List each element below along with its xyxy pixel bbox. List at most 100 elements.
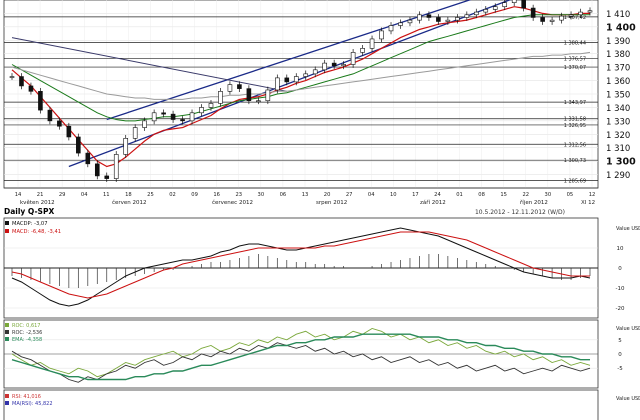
price-tick-label: 1 410: [606, 10, 630, 20]
candle-body: [549, 19, 555, 22]
level-label: 1 407,42: [564, 15, 586, 21]
candle-body: [161, 112, 166, 115]
level-label: 1 343,97: [564, 100, 586, 106]
candle-body: [417, 14, 422, 21]
price-levels: 1 407,42 1 388,44 1 376,57 1 370,07 1 343,97…: [4, 15, 598, 184]
candle-body: [208, 103, 214, 108]
candle-body: [246, 88, 252, 102]
day-tick-label: 14: [15, 192, 22, 198]
candle-body: [256, 100, 261, 103]
candle-body: [142, 120, 147, 128]
legend-swatch: [5, 394, 9, 398]
roc-tick-label: 0: [618, 352, 622, 358]
price-tick-label: 1 320: [606, 131, 630, 141]
candle-body: [38, 91, 43, 111]
roc-tick-label: -5: [617, 366, 623, 372]
roc_b-line: [11, 342, 591, 383]
candle-body: [57, 120, 62, 127]
chart-title: Daily Q-SPX: [4, 207, 54, 216]
legend-label: RSI: 41,016: [12, 394, 41, 400]
level-label: 1 312,56: [564, 142, 586, 148]
macd-tick-label: -10: [616, 286, 625, 292]
day-tick-label: 09: [191, 192, 198, 198]
candle-body: [530, 7, 536, 18]
legend-swatch: [5, 337, 9, 341]
legend-label: EMA: -4,358: [12, 337, 42, 343]
candle-body: [47, 109, 53, 122]
legend-swatch: [5, 229, 9, 233]
day-tick-label: 05: [567, 192, 574, 198]
month-label: květen 2012: [20, 199, 55, 206]
price-tick-label: 1 340: [606, 104, 630, 114]
ma_mid-line: [11, 14, 590, 122]
macd-tick-label: 10: [617, 246, 624, 252]
candle-body: [237, 84, 242, 89]
level-label: 1 370,07: [564, 65, 586, 71]
candle-body: [180, 119, 185, 122]
price-grid: [3, 0, 599, 189]
candle-body: [322, 62, 327, 71]
day-tick-label: 17: [412, 192, 419, 198]
candle-body: [388, 25, 394, 32]
level-label: 1 388,44: [564, 40, 586, 46]
roc_a-line: [11, 328, 591, 378]
candle-body: [350, 52, 356, 65]
candle-body: [189, 112, 195, 122]
macd-line: [11, 227, 591, 307]
day-tick-label: 24: [434, 192, 441, 198]
macd-tick-label: -20: [616, 306, 625, 312]
candle-body: [455, 17, 460, 21]
day-tick-label: 02: [169, 192, 176, 198]
level-label: 1 331,58: [564, 117, 586, 123]
trend-channel: [11, 0, 512, 168]
price-tick-label: 1 400: [606, 22, 636, 33]
macd-tick-label: 0: [618, 266, 622, 272]
month-label: červenec 2012: [212, 199, 253, 206]
ema-line: [11, 333, 590, 381]
candle-body: [76, 136, 81, 154]
candle-body: [464, 14, 470, 18]
roc-tick-label: 5: [618, 338, 622, 344]
day-tick-label: 18: [125, 192, 132, 198]
day-tick-label: 22: [522, 192, 529, 198]
candle-body: [568, 14, 574, 17]
candle-body: [132, 127, 138, 139]
level-label: 1 285,69: [564, 178, 586, 184]
day-tick-label: 29: [59, 192, 66, 198]
day-tick-label: 04: [81, 192, 88, 198]
legend-swatch: [5, 330, 9, 334]
ma_long-line: [11, 51, 591, 100]
date-range: 10.5.2012 - 12.11.2012 (W/D): [475, 209, 565, 216]
level-label: 1 300,73: [564, 158, 586, 164]
signal-line: [11, 231, 590, 299]
legend-swatch: [5, 221, 9, 225]
day-tick-label: 21: [37, 192, 44, 198]
legend-label: MACD: -6,48, -3,41: [12, 229, 61, 235]
price-tick-label: 1 390: [606, 37, 630, 47]
roc-axis-label: Value USD: [616, 326, 640, 332]
price-tick-label: 1 300: [606, 157, 636, 168]
candle-body: [284, 77, 290, 83]
day-tick-label: 06: [280, 192, 287, 198]
legend-label: ROC: 0,617: [12, 323, 41, 329]
candle-body: [341, 64, 346, 67]
candle-body: [227, 84, 233, 92]
price-tick-label: 1 360: [606, 77, 630, 87]
legend-label: MA(RSI): 45,822: [12, 401, 53, 407]
day-tick-label: 25: [147, 192, 154, 198]
descending-trendline: [11, 37, 287, 92]
day-tick-label: 10: [390, 192, 397, 198]
candle-body: [540, 17, 545, 22]
day-tick-label: 30: [258, 192, 265, 198]
day-tick-label: 01: [456, 192, 463, 198]
candle-body: [473, 11, 479, 16]
candle-body: [104, 175, 110, 179]
candle-body: [19, 76, 24, 87]
day-tick-label: 27: [346, 192, 353, 198]
rsi-axis-label: Value USD: [616, 396, 640, 402]
candle-body: [199, 107, 204, 114]
candle-body: [218, 91, 223, 104]
